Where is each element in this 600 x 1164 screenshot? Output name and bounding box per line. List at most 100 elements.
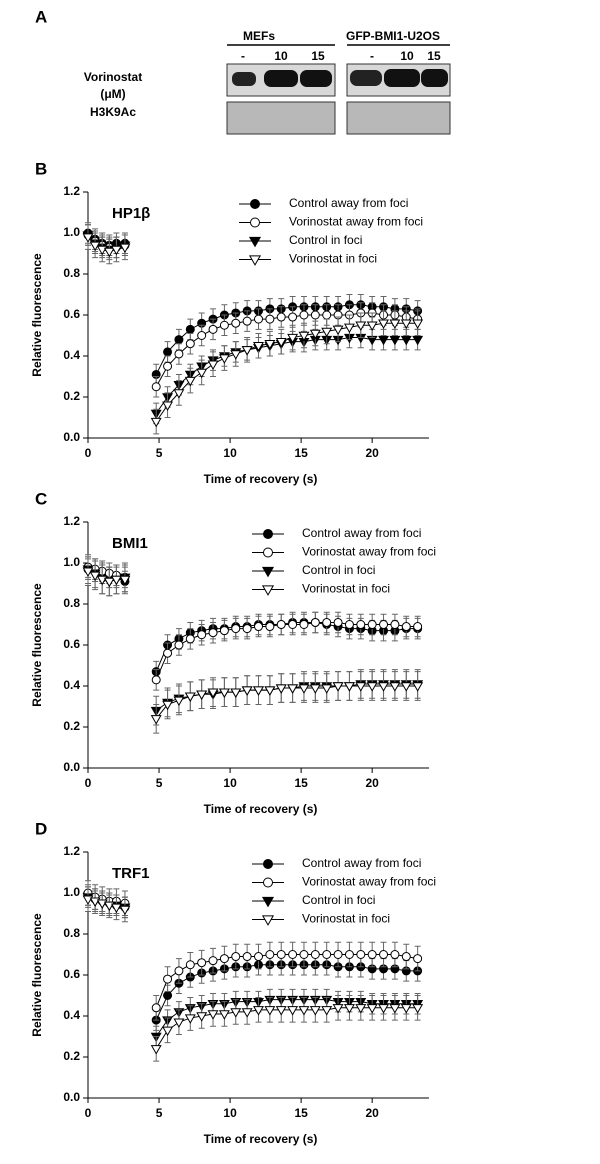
y-tick-label: 1.2 — [63, 514, 80, 528]
marker — [310, 950, 320, 959]
marker — [119, 243, 131, 254]
marker — [207, 688, 219, 698]
marker — [264, 340, 276, 350]
marker — [343, 1004, 355, 1014]
y-tick-label: 0.0 — [63, 1090, 80, 1104]
y-tick-label: 0.8 — [63, 926, 80, 940]
x-tick-label: 0 — [85, 446, 92, 460]
marker — [275, 684, 287, 694]
marker — [276, 620, 286, 629]
marker — [185, 960, 195, 970]
y-tick-label: 0.2 — [63, 389, 80, 403]
legend-label: Control away from foci — [302, 526, 421, 540]
marker — [379, 620, 389, 629]
x-axis-label: Time of recovery (s) — [204, 1132, 318, 1146]
series-line — [155, 685, 418, 720]
marker — [241, 346, 253, 356]
lane-label: 15 — [311, 49, 325, 63]
marker — [321, 1006, 333, 1016]
marker — [231, 952, 241, 962]
x-tick-label: 15 — [294, 776, 308, 790]
x-tick-label: 10 — [223, 446, 237, 460]
marker — [401, 622, 411, 632]
marker — [265, 622, 275, 632]
lane-label: - — [241, 49, 245, 63]
marker — [185, 324, 195, 334]
y-tick-label: 1.2 — [63, 184, 80, 198]
legend-label: Vorinostat in foci — [302, 912, 390, 926]
marker — [412, 335, 424, 346]
marker — [197, 958, 207, 968]
marker — [242, 952, 252, 962]
marker — [400, 682, 412, 692]
marker — [248, 236, 262, 248]
y-tick-label: 1.0 — [63, 225, 80, 239]
marker — [263, 859, 273, 869]
marker — [208, 628, 218, 638]
marker — [241, 686, 253, 696]
marker — [355, 1004, 367, 1014]
marker — [355, 321, 367, 332]
x-tick-label: 5 — [156, 446, 163, 460]
legend-label: Control away from foci — [302, 856, 421, 870]
marker — [184, 1014, 196, 1024]
y-tick-label: 0.8 — [63, 596, 80, 610]
marker — [321, 327, 333, 338]
y-axis-label: Relative fluorescence — [30, 913, 44, 1037]
marker — [219, 320, 229, 330]
marker — [344, 950, 354, 959]
marker — [174, 966, 184, 976]
marker — [412, 682, 424, 692]
y-tick-label: 1.2 — [63, 844, 80, 858]
legend-label: Control in foci — [302, 563, 375, 577]
x-tick-label: 0 — [85, 776, 92, 790]
row-label: (μM) — [100, 87, 125, 101]
marker — [207, 1010, 219, 1020]
marker — [174, 335, 184, 345]
marker — [185, 634, 195, 644]
marker — [276, 950, 286, 959]
legend-label: Control away from foci — [289, 196, 408, 210]
marker — [163, 991, 173, 1000]
marker — [103, 577, 115, 588]
y-tick-label: 1.0 — [63, 885, 80, 899]
marker — [310, 617, 320, 627]
chart-title: HP1β — [112, 205, 150, 222]
series-line — [155, 337, 418, 414]
marker — [332, 1004, 344, 1014]
marker — [150, 715, 162, 725]
x-tick-label: 0 — [85, 1106, 92, 1120]
marker — [242, 316, 252, 326]
marker — [309, 329, 321, 340]
marker — [322, 310, 332, 320]
marker — [197, 331, 207, 340]
marker — [208, 324, 218, 334]
series-line — [155, 999, 418, 1037]
marker — [389, 1004, 401, 1014]
legend-label: Vorinostat away from foci — [302, 545, 436, 559]
group-label: MEFs — [243, 29, 275, 43]
row-label: H3K9Ac — [90, 105, 136, 119]
marker — [174, 349, 184, 359]
marker — [218, 688, 230, 698]
marker — [264, 686, 276, 696]
marker — [366, 1004, 378, 1014]
legend-label: Control in foci — [289, 233, 362, 247]
panel-label: A — [35, 7, 47, 26]
marker — [299, 310, 309, 320]
lane-label: - — [370, 49, 374, 63]
x-tick-label: 15 — [294, 446, 308, 460]
marker — [378, 319, 389, 330]
marker — [119, 575, 131, 586]
marker — [163, 361, 173, 371]
y-axis-label: Relative fluorescence — [30, 253, 44, 377]
marker — [287, 1006, 299, 1016]
y-tick-label: 0.4 — [63, 348, 80, 362]
panel-label: B — [35, 159, 47, 178]
x-axis-label: Time of recovery (s) — [204, 802, 318, 816]
marker — [219, 626, 229, 636]
marker — [276, 312, 286, 322]
marker — [162, 700, 174, 711]
marker — [412, 1004, 424, 1014]
marker — [265, 950, 275, 959]
